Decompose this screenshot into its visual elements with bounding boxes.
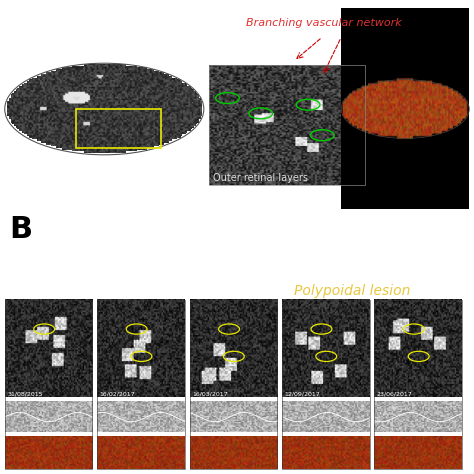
Text: B: B — [9, 215, 33, 244]
Text: 23/06/2017: 23/06/2017 — [377, 391, 412, 396]
Text: Branching vascular network: Branching vascular network — [246, 18, 402, 28]
Text: 16/03/2017: 16/03/2017 — [192, 391, 228, 396]
Text: Outer retinal layers: Outer retinal layers — [213, 173, 308, 183]
Bar — [5, 300, 92, 469]
Bar — [282, 300, 370, 469]
Bar — [76, 109, 161, 148]
Bar — [374, 300, 462, 469]
Text: ICG: ICG — [9, 8, 33, 20]
Text: 12/09/2017: 12/09/2017 — [284, 391, 320, 396]
Bar — [190, 300, 277, 469]
Bar — [209, 65, 365, 185]
Text: Polypoidal lesion: Polypoidal lesion — [294, 284, 410, 298]
Text: OCTA: Outer retina OS: OCTA: Outer retina OS — [9, 260, 202, 275]
Text: 16/02/2017: 16/02/2017 — [100, 391, 135, 396]
Text: 31/08/2015: 31/08/2015 — [7, 391, 43, 396]
Bar — [97, 300, 185, 469]
